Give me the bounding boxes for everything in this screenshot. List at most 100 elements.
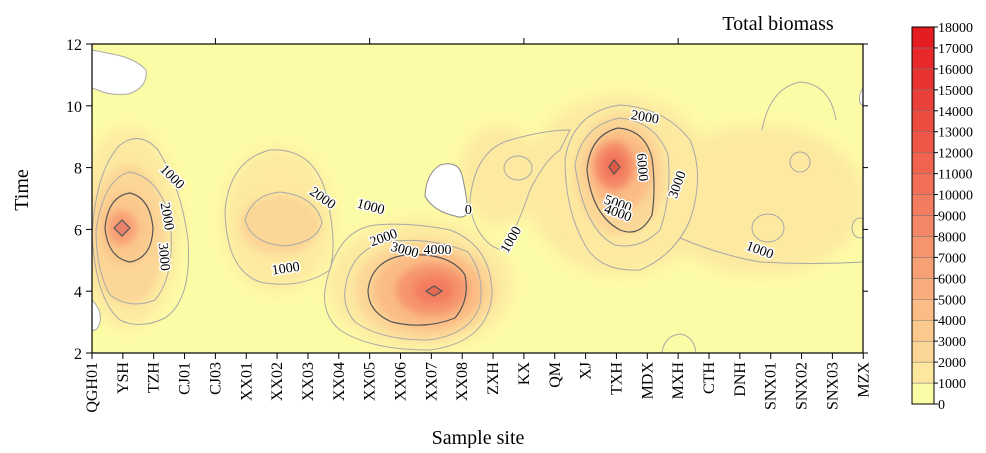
contour-xx07-peak — [424, 285, 444, 297]
colorbar-swatch — [911, 257, 935, 279]
x-tick-label: MXH — [670, 362, 687, 400]
contour-snx02-island — [789, 151, 811, 173]
x-tick-label: XX08 — [454, 362, 471, 401]
contour-label: 3000 — [155, 242, 172, 271]
contour-label: 2000 — [630, 108, 660, 128]
x-axis-title: Sample site — [432, 427, 525, 448]
x-tick-label: XX04 — [331, 362, 348, 401]
colorbar-swatch — [911, 319, 935, 342]
contour-ysh-peak — [113, 219, 131, 237]
colorbar-swatch — [911, 194, 935, 216]
x-tick-label: DNH — [732, 362, 749, 397]
contour-xx07-1000 — [324, 223, 493, 351]
x-axis: QGH01 YSH TZH CJ01 CJ03 XX01 XX02 XX03 XX04 XX05 X… — [84, 353, 872, 413]
colorbar-swatch — [911, 215, 935, 237]
chart-title: Total biomass — [722, 13, 834, 35]
colorbar-label: 14000 — [938, 105, 973, 120]
empty-region-left — [92, 299, 101, 331]
colorbar-label: 18000 — [938, 21, 973, 36]
x-tick-label: KX — [516, 362, 533, 386]
x-tick-label: MZX — [855, 362, 872, 398]
colorbar-label: 0 — [938, 398, 945, 413]
colorbar-label: 2000 — [938, 356, 966, 371]
contour-ysh-2000 — [95, 171, 172, 305]
y-tick-label: 6 — [74, 222, 82, 239]
x-tick-label: XJ — [578, 362, 595, 380]
x-tick-label: QGH01 — [84, 362, 101, 413]
contour-label: 2000 — [157, 201, 177, 231]
contour-mzx-island — [851, 217, 863, 239]
contour-bottom-mxh — [661, 333, 697, 353]
contour-ysh-4000 — [104, 192, 154, 263]
halo-cth — [655, 125, 863, 275]
contour-fields — [92, 49, 863, 353]
halo-zxh — [460, 125, 540, 225]
empty-region-top-left — [92, 49, 147, 95]
colorbar-swatch — [911, 382, 935, 405]
contour-txh-1000 — [564, 104, 698, 271]
plot-frame — [91, 43, 864, 354]
y-axis: 2 4 6 8 10 12 — [66, 37, 868, 363]
colorbar-label: 10000 — [938, 189, 973, 204]
colorbar-swatch — [911, 89, 935, 112]
y-tick-label: 12 — [66, 37, 82, 54]
colorbar-label: 9000 — [938, 210, 966, 225]
empty-region-center — [424, 163, 469, 218]
empty-region-right — [858, 87, 863, 107]
colorbar-label: 13000 — [938, 126, 973, 141]
contour-label: 1000 — [271, 260, 301, 279]
y-axis-title: Time — [11, 169, 33, 211]
x-tick-label: XX02 — [269, 362, 286, 401]
contour-txh-5000 — [586, 127, 655, 233]
colorbar-swatch — [911, 68, 935, 91]
contour-txh-2000 — [574, 117, 670, 247]
colorbar-swatch — [911, 173, 935, 195]
x-tick-label: QM — [547, 362, 564, 388]
x-tick-label: XX01 — [238, 362, 255, 401]
colorbar-label: 4000 — [938, 314, 966, 329]
x-tick-label: XX05 — [362, 362, 379, 401]
x-tick-label: XX06 — [393, 362, 410, 401]
y-tick-label: 8 — [74, 161, 82, 178]
colorbar-swatch — [911, 361, 935, 384]
x-tick-label: ZXH — [485, 362, 502, 395]
contour-xx07-5000 — [367, 254, 467, 326]
contour-label: 0 — [465, 203, 472, 218]
contour-right-1000 — [679, 237, 863, 264]
x-tick-label: SNX03 — [824, 362, 841, 410]
colorbar-label: 15000 — [938, 84, 973, 99]
x-tick-label: CJ01 — [177, 362, 194, 395]
colorbar-swatch — [911, 278, 935, 300]
contour-xx01-1000 — [224, 149, 334, 285]
x-tick-label: MDX — [639, 362, 656, 400]
colorbar-swatch — [911, 152, 935, 174]
colorbar-swatch — [911, 26, 935, 49]
colorbar-label: 16000 — [938, 63, 973, 78]
x-tick-label: XX03 — [300, 362, 317, 401]
colorbar-label: 6000 — [938, 272, 966, 287]
contour-label: 4000 — [424, 243, 452, 258]
contour-xx02-2000 — [244, 191, 323, 247]
y-tick-label: 4 — [74, 284, 82, 301]
colorbar-label: 12000 — [938, 147, 973, 162]
x-tick-label: CTH — [701, 362, 718, 394]
contour-right-bump — [761, 81, 837, 131]
colorbar-label: 11000 — [938, 168, 972, 183]
colorbar: 0 1000 2000 3000 4000 5000 6000 7000 8000 9000 100… — [911, 21, 973, 413]
colorbar-label: 8000 — [938, 230, 966, 245]
colorbar-label: 17000 — [938, 42, 973, 57]
contour-label: 6000 — [633, 153, 650, 182]
x-tick-label: XX07 — [423, 362, 440, 401]
contour-kx-island — [503, 155, 533, 181]
y-tick-label: 10 — [66, 99, 82, 116]
contour-zxh-1000 — [469, 129, 571, 251]
colorbar-swatch — [911, 47, 935, 70]
x-tick-label: TXH — [608, 362, 625, 395]
top-axis-ticks — [214, 38, 679, 44]
colorbar-label: 5000 — [938, 293, 966, 308]
x-tick-label: SNX01 — [763, 362, 780, 410]
contour-txh-peak — [608, 159, 621, 175]
contour-lines — [92, 81, 863, 353]
contour-lines-dark — [104, 127, 655, 326]
